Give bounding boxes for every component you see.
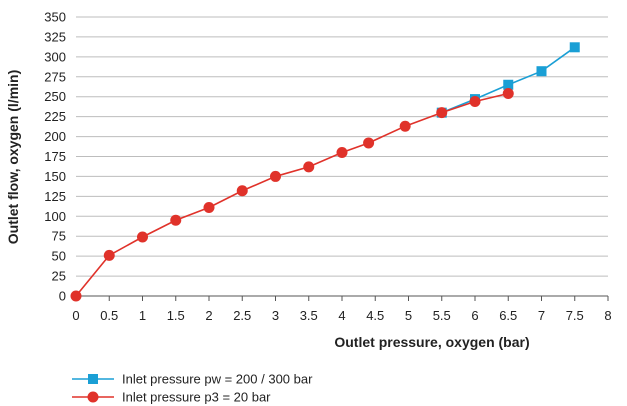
x-tick-label: 8 xyxy=(604,308,611,323)
legend-marker-square xyxy=(88,374,98,384)
y-tick-label: 350 xyxy=(44,10,66,25)
x-tick-label: 0.5 xyxy=(100,308,118,323)
series-group xyxy=(70,42,580,302)
data-point-circle xyxy=(363,137,375,149)
y-tick-label: 125 xyxy=(44,189,66,204)
data-point-square xyxy=(536,66,547,77)
data-point-circle xyxy=(236,185,248,197)
x-tick-label: 4 xyxy=(338,308,345,323)
y-tick-label: 325 xyxy=(44,29,66,44)
y-tick-label: 25 xyxy=(52,269,66,284)
y-tick-label: 75 xyxy=(52,229,66,244)
x-tick-label: 6 xyxy=(471,308,478,323)
data-point-circle xyxy=(70,290,82,302)
x-tick-label: 6.5 xyxy=(499,308,517,323)
legend: Inlet pressure pw = 200 / 300 bar Inlet p… xyxy=(72,372,313,405)
x-tick-label: 0 xyxy=(72,308,79,323)
x-tick-label: 2.5 xyxy=(233,308,251,323)
data-point-circle xyxy=(502,88,514,100)
x-tick-label: 5 xyxy=(405,308,412,323)
x-tick-label: 3 xyxy=(272,308,279,323)
data-point-square xyxy=(503,79,514,90)
x-tick-label: 4.5 xyxy=(366,308,384,323)
y-tick-label: 150 xyxy=(44,169,66,184)
x-axis-title: Outlet pressure, oxygen (bar) xyxy=(334,334,529,350)
y-tick-labels: 0 25 50 75 100 125 150 175 200 225 250 275 300 325 350 xyxy=(44,10,66,304)
y-tick-label: 0 xyxy=(59,289,66,304)
grid-lines xyxy=(75,16,609,301)
series-line-2 xyxy=(75,92,509,297)
y-axis-title: Outlet flow, oxygen (l/min) xyxy=(5,70,21,244)
data-point-circle xyxy=(103,249,115,261)
y-tick-label: 50 xyxy=(52,249,66,264)
x-tick-label: 1.5 xyxy=(167,308,185,323)
y-tick-label: 225 xyxy=(44,109,66,124)
y-tick-label: 275 xyxy=(44,69,66,84)
data-point-circle xyxy=(436,107,448,119)
data-point-circle xyxy=(137,231,148,243)
data-point-circle xyxy=(469,95,481,107)
legend-marker-circle xyxy=(87,391,99,403)
data-point-circle xyxy=(270,170,281,182)
x-tick-label: 2 xyxy=(205,308,212,323)
x-tick-label: 7.5 xyxy=(566,308,584,323)
x-tick-label: 1 xyxy=(139,308,146,323)
data-point-circle xyxy=(399,120,411,132)
x-tick-labels: 0 0.5 1 1.5 2 2.5 3 3.5 4 4.5 5 5.5 6 6.5 7 7.5 8 xyxy=(72,308,611,323)
y-tick-label: 175 xyxy=(44,149,66,164)
data-point-circle xyxy=(336,147,348,159)
x-tick-label: 5.5 xyxy=(433,308,451,323)
legend-label-1: Inlet pressure pw = 200 / 300 bar xyxy=(122,372,313,387)
y-tick-label: 250 xyxy=(44,89,66,104)
x-tick-label: 3.5 xyxy=(300,308,318,323)
legend-label-2: Inlet pressure p3 = 20 bar xyxy=(122,390,271,405)
data-point-circle xyxy=(170,214,182,226)
x-tick-label: 7 xyxy=(538,308,545,323)
data-point-circle xyxy=(203,202,215,214)
y-tick-label: 200 xyxy=(44,129,66,144)
y-tick-label: 300 xyxy=(44,49,66,64)
data-point-square xyxy=(569,42,580,53)
data-point-circle xyxy=(303,161,315,173)
y-tick-label: 100 xyxy=(44,209,66,224)
